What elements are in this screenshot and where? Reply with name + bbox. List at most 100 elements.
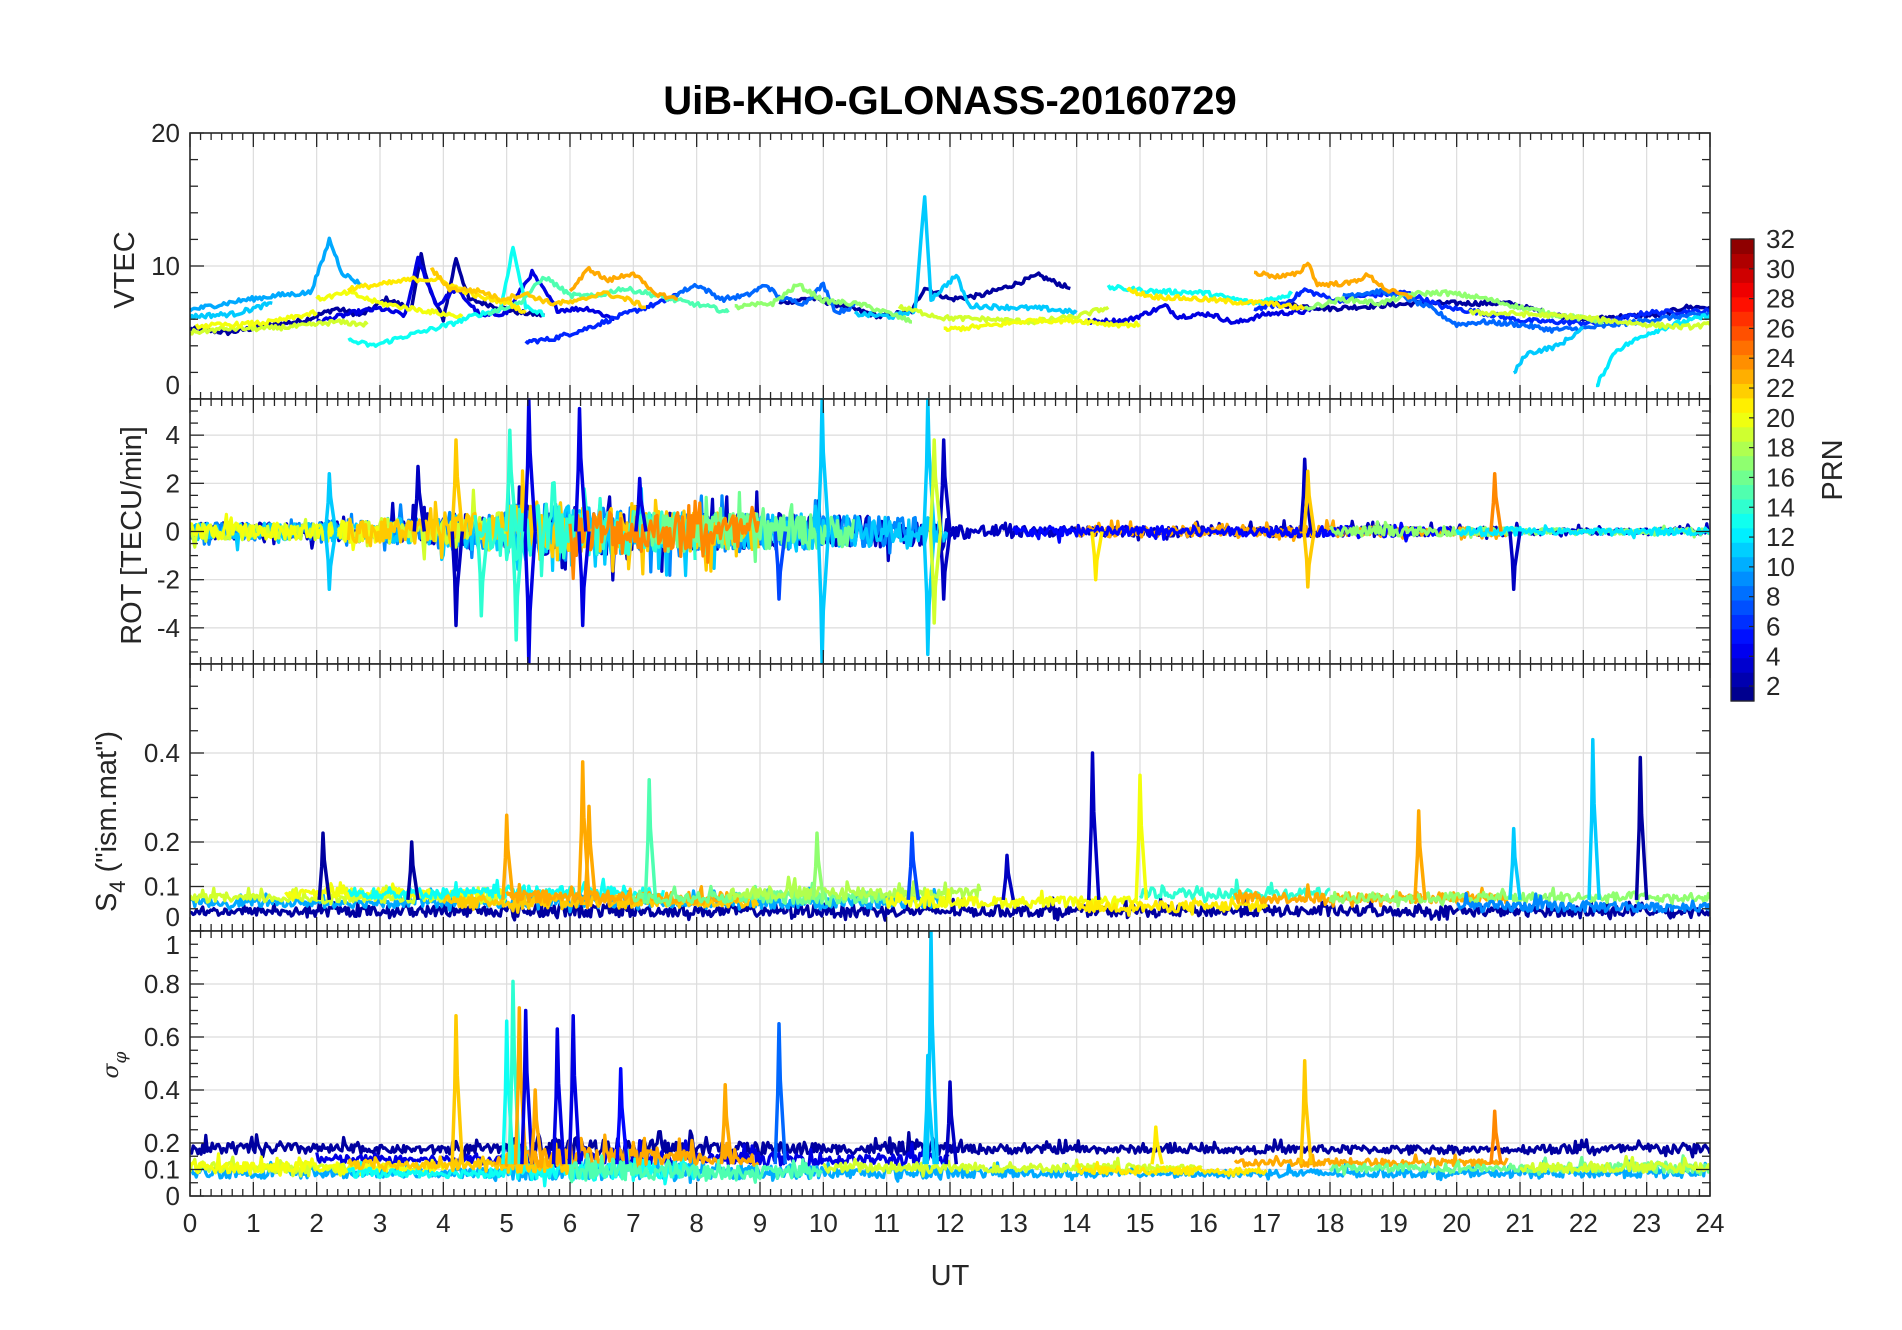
x-tick-label: 2	[309, 1208, 323, 1238]
colorbar-tick-label: 8	[1766, 582, 1780, 612]
colorbar-band	[1731, 368, 1754, 384]
x-tick-label: 22	[1569, 1208, 1598, 1238]
series-prn-23	[568, 265, 679, 302]
colorbar-tick-label: 32	[1766, 224, 1795, 254]
spike-prn-4	[573, 406, 588, 532]
spike-prn-14	[475, 531, 490, 618]
colorbar-tick-label: 22	[1766, 373, 1795, 403]
x-tick-label: 15	[1126, 1208, 1155, 1238]
colorbar-tick-label: 10	[1766, 552, 1795, 582]
spike-prn-17	[811, 831, 826, 901]
y-tick-label: 0.8	[144, 969, 180, 999]
spike-prn-22	[1302, 469, 1316, 532]
series-prn-12	[1455, 524, 1710, 540]
spike-prn-3	[412, 464, 427, 532]
series-prn-24	[568, 499, 760, 581]
series-prn-2	[190, 894, 1710, 922]
series-prn-19	[1468, 308, 1710, 331]
series-group	[190, 195, 1710, 388]
spike-prn-11	[1508, 826, 1522, 901]
y-tick-label: -4	[157, 613, 180, 643]
spike-prn-2	[406, 840, 420, 901]
y-tick-label: 0	[166, 902, 180, 932]
colorbar-band	[1731, 657, 1754, 673]
y-label-suffix: ("ism.mat")	[91, 731, 123, 880]
y-axis-label: ROT [TECU/min]	[116, 426, 148, 645]
colorbar-band	[1731, 311, 1754, 327]
colorbar-band	[1731, 498, 1754, 514]
series-group	[190, 737, 1710, 922]
y-tick-label: 0.6	[144, 1022, 180, 1052]
spike-prn-14	[504, 428, 518, 532]
x-tick-label: 12	[936, 1208, 965, 1238]
y-tick-label: 20	[151, 118, 180, 148]
x-tick-label: 24	[1696, 1208, 1725, 1238]
series-prn-13	[347, 245, 545, 348]
colorbar-tick-label: 2	[1766, 671, 1780, 701]
series-prn-21	[1126, 286, 1306, 311]
y-label-subscript: φ	[111, 1051, 131, 1063]
spike-prn-14	[510, 531, 525, 642]
y-tick-label: -2	[157, 565, 180, 595]
series-prn-17	[734, 282, 912, 324]
colorbar-band	[1731, 484, 1754, 500]
spike-prn-7	[773, 531, 788, 601]
series-prn-16	[631, 490, 855, 564]
colorbar-band	[1731, 585, 1754, 601]
x-tick-label: 8	[689, 1208, 703, 1238]
colorbar-band	[1731, 527, 1754, 543]
x-tick-label: 0	[183, 1208, 197, 1238]
spike-prn-8	[773, 1022, 788, 1165]
series-prn-19	[190, 318, 369, 336]
colorbar-band	[1731, 296, 1754, 312]
panel-rot: -4 -2 0 2 4 ROT [TECU/min]	[116, 398, 1711, 665]
x-tick-label: 9	[753, 1208, 767, 1238]
spike-prn-24	[1489, 1109, 1503, 1165]
series-prn-11	[1512, 326, 1584, 375]
spike-prn-11	[1587, 737, 1601, 900]
colorbar-band	[1731, 643, 1754, 659]
spike-prn-22	[1302, 531, 1316, 589]
colorbar-band	[1731, 412, 1754, 428]
colorbar-band	[1731, 325, 1754, 341]
spike-prn-22	[1299, 1059, 1313, 1165]
y-tick-label: 0.2	[144, 1128, 180, 1158]
spike-prn-21	[1090, 531, 1104, 582]
spike-prn-3	[1001, 853, 1016, 901]
y-tick-label: 1	[166, 930, 180, 960]
series-prn-11	[190, 301, 273, 320]
spike-prn-23	[583, 804, 598, 901]
colorbar-tick-label: 6	[1766, 611, 1780, 641]
series-prn-15	[568, 1148, 824, 1184]
series-prn-6	[524, 292, 679, 345]
spike-prn-3	[938, 531, 952, 601]
colorbar-band	[1731, 571, 1754, 587]
series-prn-23	[1253, 261, 1414, 300]
spike-prn-24	[1489, 471, 1503, 532]
colorbar-band	[1731, 614, 1754, 630]
x-tick-label: 5	[499, 1208, 513, 1238]
y-label-subscript: 4	[105, 880, 130, 892]
y-tick-label: 0.4	[144, 1075, 180, 1105]
spike-prn-3	[1299, 457, 1313, 532]
spike-prn-19	[928, 531, 943, 625]
colorbar-band	[1731, 542, 1754, 558]
series-prn-2	[778, 271, 1071, 320]
colorbar-band	[1731, 354, 1754, 370]
panel-vtec: 0 10 20 VTEC	[109, 118, 1711, 400]
series-prn-11	[853, 195, 1078, 321]
spike-prn-11	[323, 531, 338, 592]
x-axis-label: UT	[931, 1260, 970, 1292]
series-prn-20	[315, 289, 464, 319]
spike-prn-23	[1413, 809, 1427, 901]
series-prn-23	[1233, 883, 1509, 908]
colorbar-band	[1731, 397, 1754, 413]
x-tick-label: 18	[1316, 1208, 1345, 1238]
colorbar-band	[1731, 556, 1754, 572]
x-tick-label: 13	[999, 1208, 1028, 1238]
x-tick-label: 10	[809, 1208, 838, 1238]
panel-s4: 00.1 0.2 0.4 S4 ("ism.mat")	[91, 663, 1711, 932]
spike-prn-4	[634, 476, 648, 532]
